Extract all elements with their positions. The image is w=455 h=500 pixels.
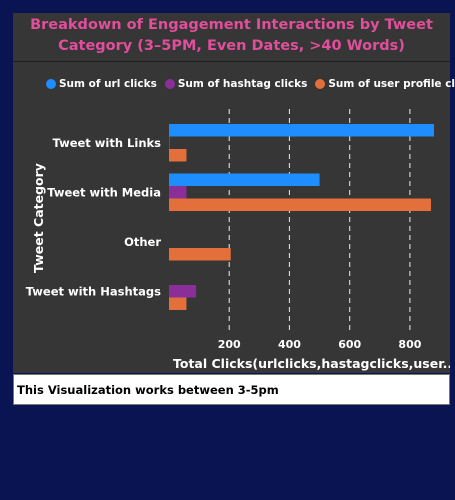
legend-marker-hashtag-clicks: [164, 79, 175, 89]
x-tick-label-400: 400: [278, 338, 301, 351]
chart-title: Breakdown of Engagement Interactions by …: [30, 17, 433, 54]
legend-label-user-profile-clicks: Sum of user profile clicks: [328, 78, 455, 90]
y-tick-label-tweet-with-links: Tweet with Links: [52, 136, 161, 150]
info-note-text: This Visualization works between 3-5pm: [17, 383, 279, 397]
chart-legend: Sum of url clicks Sum of hashtag clicks …: [46, 77, 455, 91]
bar-tweet-with-media-sum-of-url-clicks: [169, 173, 320, 186]
x-tick-label-200: 200: [218, 338, 241, 351]
legend-label-hashtag-clicks: Sum of hashtag clicks: [177, 78, 308, 90]
legend-item-hashtag-clicks[interactable]: Sum of hashtag clicks: [164, 78, 308, 90]
x-tick-label-800: 800: [398, 338, 421, 351]
info-note: This Visualization works between 3-5pm: [13, 374, 450, 405]
y-tick-label-tweet-with-media: Tweet with Media: [47, 185, 161, 199]
bar-tweet-with-hashtags-sum-of-hashtag-clicks: [169, 285, 197, 298]
legend-marker-url-clicks: [46, 79, 56, 89]
legend-item-url-clicks[interactable]: Sum of url clicks: [46, 78, 157, 90]
legend-item-user-profile-clicks[interactable]: Sum of user profile clicks: [315, 78, 455, 90]
bar-chart-plot: 200 400 600 800 Tweet with Links Tweet with M…: [26, 109, 450, 371]
x-axis-title: Total Clicks(urlclicks,hastagclicks,user…: [173, 356, 450, 371]
x-tick-label-600: 600: [338, 338, 361, 351]
bar-tweet-with-hashtags-sum-of-user-profile-clicks: [169, 297, 187, 310]
y-tick-label-other: Other: [124, 235, 161, 249]
bar-tweet-with-links-sum-of-user-profile-clicks: [169, 149, 187, 162]
bar-other-sum-of-user-profile-clicks: [169, 248, 231, 261]
legend-marker-user-profile-clicks: [315, 79, 326, 89]
chart-card: Breakdown of Engagement Interactions by …: [13, 13, 455, 373]
y-axis-title: Tweet Category: [31, 163, 46, 273]
bar-tweet-with-media-sum-of-hashtag-clicks: [169, 186, 187, 199]
legend-label-url-clicks: Sum of url clicks: [59, 78, 157, 90]
bar-tweet-with-links-sum-of-url-clicks: [169, 124, 434, 137]
bar-tweet-with-media-sum-of-user-profile-clicks: [169, 198, 431, 211]
bar-tweet-with-links-sum-of-hashtag-clicks: [169, 136, 170, 149]
y-tick-label-tweet-with-hashtags: Tweet with Hashtags: [26, 284, 161, 298]
title-divider: [13, 61, 450, 62]
